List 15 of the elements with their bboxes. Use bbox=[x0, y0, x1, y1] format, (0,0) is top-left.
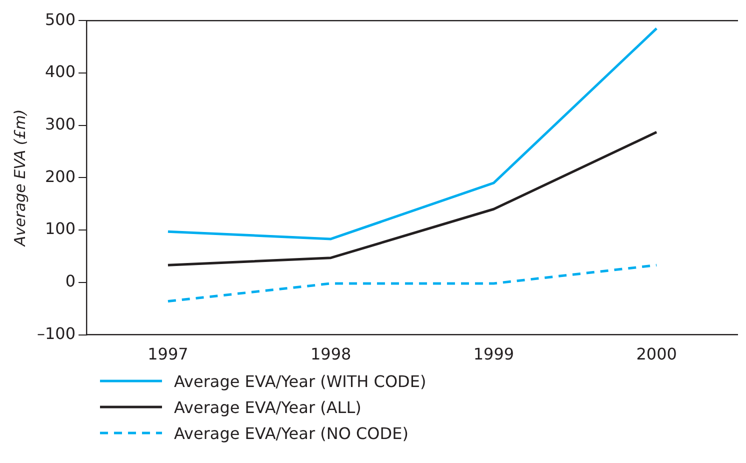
y-tick-label: 100 bbox=[44, 219, 76, 238]
y-tick-label: 500 bbox=[44, 10, 76, 29]
x-tick-label: 1997 bbox=[148, 344, 188, 364]
y-axis-title: Average EVA (£m) bbox=[10, 109, 29, 248]
x-tick-label: 1999 bbox=[473, 344, 514, 364]
legend-label: Average EVA/Year (NO CODE) bbox=[174, 424, 408, 442]
y-tick-label: –100 bbox=[36, 324, 76, 343]
x-tick-label: 2000 bbox=[636, 344, 677, 364]
x-tick-label: 1998 bbox=[310, 344, 352, 364]
y-tick-label: 300 bbox=[44, 114, 76, 134]
legend-label: Average EVA/Year (ALL) bbox=[174, 398, 362, 416]
y-tick-label: 200 bbox=[44, 166, 76, 186]
y-tick-label: 0 bbox=[65, 272, 76, 291]
y-tick-label: 400 bbox=[44, 62, 76, 82]
legend-label: Average EVA/Year (WITH CODE) bbox=[174, 372, 426, 390]
